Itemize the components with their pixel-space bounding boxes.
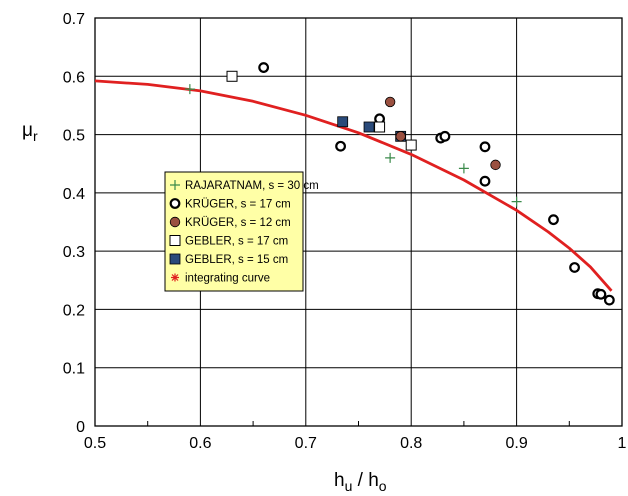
legend-marker [169,253,181,265]
legend-entry: integrating curve [171,273,270,285]
y-tick-label: 0.3 [63,244,85,261]
data-point [184,84,195,95]
x-tick-label: 0.8 [400,435,422,452]
legend-marker [169,235,181,246]
y-tick-label: 0.1 [63,361,85,378]
y-tick-label: 0.5 [63,128,85,145]
legend-label: GEBLER, s = 15 cm [185,254,288,266]
x-tick-label: 0.9 [505,435,527,452]
legend-box [164,171,304,292]
legend-label: integrating curve [185,273,270,285]
legend-marker [170,180,180,190]
legend-label: GEBLER, s = 17 cm [185,236,288,248]
data-point [374,121,386,133]
legend: RAJARATNAM, s = 30 cm KRÜGER, s = 17 cm KR… [164,171,319,292]
x-tick-label: 0.5 [84,435,106,452]
y-tick-label: 0.7 [63,11,85,28]
x-tick-label: 0.7 [295,435,317,452]
y-axis-label: μr [22,120,38,144]
data-point [479,141,491,153]
y-tick-label: 0.2 [63,302,85,319]
integrating-curve-line [94,79,613,292]
data-point [337,116,349,128]
data-point [439,130,451,142]
y-tick-label: 0.4 [63,186,85,203]
legend-marker [169,216,181,228]
legend-entry: RAJARATNAM, s = 30 cm [170,180,319,192]
legend-entry: GEBLER, s = 15 cm [169,253,288,266]
data-point [548,214,559,226]
data-point [258,62,270,73]
data-point [490,159,501,171]
series-layer [94,62,615,306]
data-point [385,152,396,163]
legend-label: KRÜGER, s = 12 cm [185,217,291,229]
x-axis-label: hu / ho [334,470,387,494]
legend-label: KRÜGER, s = 17 cm [185,199,291,211]
data-point [458,163,469,174]
data-point [384,96,396,108]
series-3 [226,70,417,151]
data-point [569,262,580,273]
series-0 [184,84,522,207]
legend-label: RAJARATNAM, s = 30 cm [185,180,319,192]
data-point [479,175,491,187]
y-tick-label: 0 [76,419,85,436]
x-tick-label: 0.6 [189,435,211,452]
legend-marker [171,273,179,282]
data-point [395,131,406,142]
series-1 [258,62,615,306]
data-point [603,294,615,306]
x-tick-label: 1 [618,435,627,452]
y-tick-label: 0.6 [63,69,85,86]
legend-entry: GEBLER, s = 17 cm [169,235,288,248]
legend-entry: KRÜGER, s = 12 cm [169,216,291,229]
data-point [595,288,607,300]
axis-ticks: 0.5 0.6 0.7 0.8 0.9 1 0 0.1 0.2 0.3 0.4 0.5 0.6 0.7 [63,11,627,452]
series-5-curve [94,79,613,292]
series-2 [384,96,501,171]
data-point [363,121,375,133]
data-point [226,70,238,82]
legend-marker [169,198,181,209]
data-point [335,140,346,152]
legend-entry: KRÜGER, s = 17 cm [169,198,291,211]
data-point [405,139,417,151]
data-point [511,196,522,207]
